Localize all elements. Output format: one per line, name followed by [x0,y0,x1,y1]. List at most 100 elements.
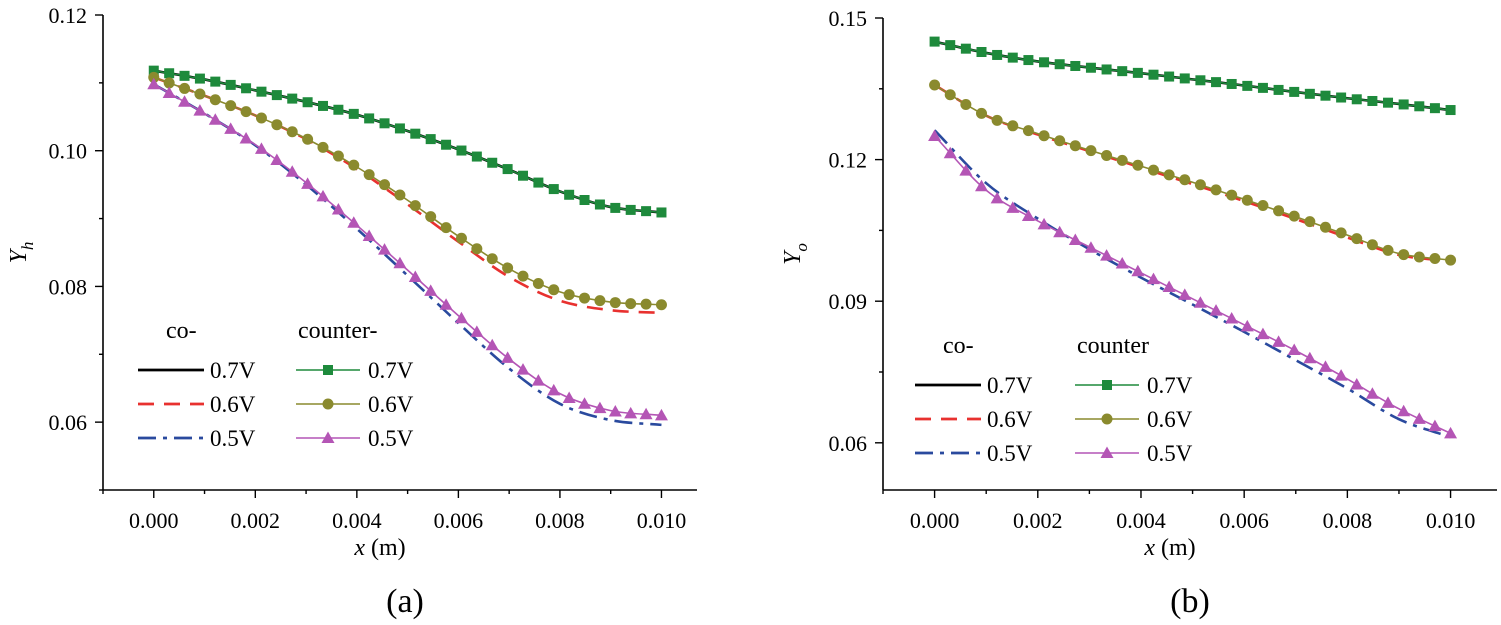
data-point [609,297,621,309]
data-point [1428,419,1442,432]
legend: co-counter- 0.7V 0.7V 0.6V 0.6V 0.5V 0.5V [138,318,414,451]
data-point [518,170,528,181]
data-point [1054,135,1066,147]
data-point [610,202,621,213]
legend-header-co: co- [166,318,197,344]
data-point [1319,221,1331,233]
data-point [1178,288,1192,300]
panel-label: (a) [386,583,424,620]
series-line-1 [933,83,1451,263]
x-tick-label: 0.000 [910,508,960,533]
data-point [1412,412,1426,424]
data-point [316,189,330,202]
data-point [654,408,668,421]
data-point [532,277,544,289]
legend-label-co: 0.6V [210,392,256,417]
data-point [378,243,392,255]
data-point [1038,130,1050,142]
legend-label-co: 0.7V [987,373,1033,398]
data-point [287,93,298,104]
data-point [379,118,390,129]
data-point [393,256,407,269]
series-line-2 [933,129,1451,439]
data-point [362,229,376,242]
legend-marker-counter [322,398,334,410]
legend-label-counter: 0.7V [1147,373,1193,398]
data-point [1131,264,1145,277]
data-point [1287,343,1301,355]
data-point [1179,73,1190,84]
data-point [348,159,360,171]
data-point [1193,296,1207,308]
data-point [455,232,467,244]
data-point [1289,86,1300,97]
data-point [578,397,592,409]
data-point [1007,52,1018,63]
data-point [271,119,283,131]
data-point [1146,272,1160,285]
data-point [1242,80,1253,91]
data-point [1429,253,1441,265]
data-point [1350,377,1364,390]
x-tick-label: 0.004 [1116,508,1166,533]
data-point [193,104,207,116]
data-point [285,165,299,177]
data-point [302,97,313,108]
data-point [625,204,636,215]
data-point [1101,150,1113,162]
x-tick-label: 0.004 [332,508,382,533]
data-point [179,70,190,81]
data-point [579,195,590,206]
data-point [531,374,545,386]
data-point [1225,312,1239,324]
data-point [641,206,652,217]
data-point [454,311,468,324]
data-point [1240,319,1254,332]
data-point [408,270,422,283]
data-point [593,401,607,414]
data-point [1381,396,1395,408]
data-point [1226,189,1238,201]
data-point [1445,254,1457,266]
legend-marker-counter [1100,446,1114,458]
data-point [1070,60,1081,71]
data-point [331,202,345,215]
data-point [1101,64,1112,75]
data-point [608,404,622,417]
legend-label-co: 0.7V [210,358,256,383]
legend-label-counter: 0.5V [368,426,414,451]
legend-label-counter: 0.6V [368,392,414,417]
data-point [471,151,482,162]
data-point [639,407,653,420]
data-point [148,71,160,83]
data-point [517,270,529,282]
data-point [929,79,941,91]
data-point [990,191,1004,204]
data-point [1211,77,1222,88]
data-point [1148,69,1159,80]
data-point [943,146,957,159]
x-tick-label: 0.008 [1323,508,1373,533]
data-point [1334,369,1348,381]
x-tick-label: 0.008 [535,508,585,533]
data-point [1209,304,1223,316]
legend: co-counter 0.7V 0.7V 0.6V 0.6V 0.5V 0.5V [915,333,1193,466]
data-point [1100,249,1114,261]
data-point [976,47,987,58]
data-point [1365,387,1379,399]
data-point [194,88,206,100]
data-point [1413,251,1425,263]
data-point [379,179,391,191]
data-point [1336,92,1347,103]
data-point [1022,125,1034,137]
data-point [1320,90,1331,101]
data-point [333,104,344,115]
x-tick-label: 0.006 [1219,508,1269,533]
data-point [409,200,421,212]
data-point [256,86,267,97]
data-point [1273,205,1285,217]
panel-label: (b) [1170,583,1210,620]
legend-label-counter: 0.7V [368,358,414,383]
data-point [348,108,359,119]
